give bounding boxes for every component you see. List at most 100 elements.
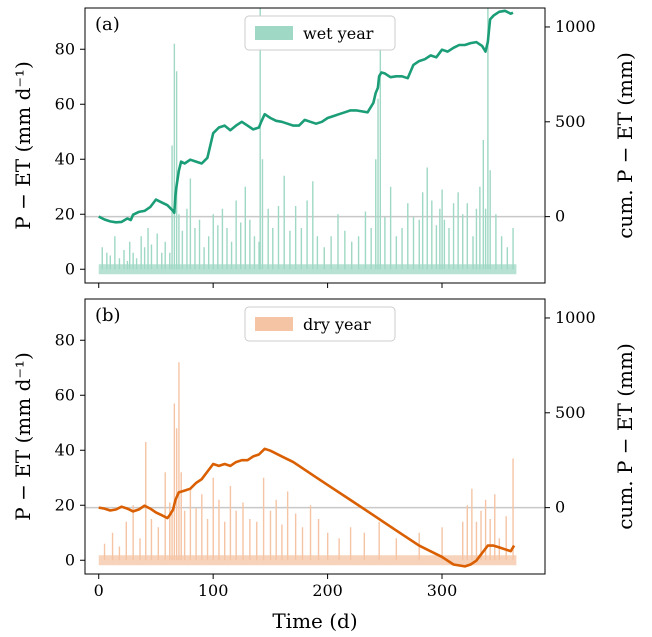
daily-bar: [500, 236, 503, 270]
daily-bar: [294, 513, 297, 561]
y-left-tick-label: 60: [55, 94, 75, 113]
daily-bar: [484, 499, 487, 561]
x-tick-label: 100: [198, 581, 229, 600]
daily-bar: [118, 546, 121, 561]
cumulative-line: [98, 9, 514, 224]
daily-bar: [495, 214, 497, 270]
daily-bar: [452, 203, 455, 270]
daily-bar: [180, 472, 182, 561]
daily-bar: [426, 167, 428, 270]
daily-bar: [195, 508, 197, 561]
daily-bar: [370, 228, 372, 270]
daily-bar: [206, 519, 209, 561]
x-axis-label: Time (d): [272, 609, 357, 633]
legend-box: [244, 306, 396, 342]
daily-bar: [482, 140, 485, 270]
daily-bar: [384, 217, 386, 270]
daily-bar: [466, 203, 468, 270]
daily-bar: [505, 516, 507, 561]
y-right-tick-label: 0: [555, 498, 565, 517]
daily-bar: [389, 186, 392, 270]
daily-bar: [462, 521, 464, 561]
y-left-tick-label: 80: [55, 39, 75, 58]
daily-bar: [326, 532, 329, 561]
daily-bar: [489, 170, 491, 270]
daily-bar: [472, 236, 474, 270]
daily-bar: [111, 532, 114, 561]
daily-bar: [171, 513, 173, 561]
y-right-axis-label: cum. P − ET (mm): [613, 343, 637, 530]
daily-bar: [161, 252, 163, 270]
daily-bar: [157, 527, 160, 561]
daily-bar: [277, 206, 280, 270]
daily-bar: [480, 510, 482, 561]
daily-bar: [337, 214, 339, 270]
daily-bar: [498, 538, 501, 561]
plot-frame: [84, 298, 546, 575]
daily-bar: [183, 510, 186, 561]
y-left-tick-label: 40: [55, 149, 75, 168]
daily-bar: [306, 200, 308, 270]
daily-bar: [330, 236, 332, 270]
daily-bar: [363, 532, 366, 561]
daily-bar: [198, 219, 201, 270]
daily-bar: [441, 527, 443, 561]
x-tick-label: 200: [312, 581, 343, 600]
daily-bar: [171, 145, 173, 270]
daily-bar: [375, 159, 377, 270]
daily-bar: [169, 252, 171, 270]
daily-bar: [242, 502, 244, 561]
daily-bar: [323, 247, 325, 270]
plot-frame: [84, 7, 546, 284]
y-left-tick-label: 80: [55, 330, 75, 349]
daily-bar: [286, 491, 289, 561]
y-left-tick-label: 0: [65, 550, 75, 569]
legend-swatch: [255, 317, 293, 331]
daily-bar: [395, 538, 398, 561]
daily-bar: [123, 250, 125, 270]
daily-bar: [249, 519, 251, 561]
daily-bar: [421, 192, 424, 270]
daily-bar: [301, 527, 304, 561]
daily-bar: [101, 247, 103, 270]
daily-bar: [351, 241, 353, 270]
daily-bar: [272, 228, 274, 270]
daily-baseline-band: [98, 555, 517, 566]
daily-bar: [226, 228, 228, 270]
daily-bar: [512, 458, 514, 561]
y-left-tick-label: 20: [55, 204, 75, 223]
daily-bar: [506, 247, 509, 270]
panel-label: (b): [95, 305, 121, 326]
daily-bar: [412, 217, 415, 270]
daily-bar: [173, 403, 176, 561]
daily-bar: [118, 258, 121, 270]
daily-bar: [240, 222, 242, 270]
y-right-tick-label: 1000: [555, 17, 596, 36]
daily-bar: [281, 524, 283, 561]
daily-bar: [401, 228, 403, 270]
daily-bar: [262, 477, 265, 561]
daily-bar: [357, 236, 360, 270]
legend-box: [244, 15, 396, 51]
y-right-tick-label: 500: [555, 112, 586, 131]
daily-bar: [431, 200, 433, 270]
daily-bar: [309, 505, 312, 561]
daily-bar: [173, 43, 176, 270]
daily-bar: [377, 98, 379, 270]
daily-bar: [235, 200, 237, 270]
daily-bar: [344, 230, 346, 270]
daily-bar: [316, 236, 319, 270]
daily-bar: [253, 236, 256, 270]
daily-bar: [259, 8, 261, 270]
y-left-axis-label: P − ET (mm d⁻¹): [11, 352, 35, 521]
daily-bar: [178, 214, 180, 270]
y-right-tick-label: 1000: [555, 308, 596, 327]
daily-bar: [258, 241, 260, 270]
daily-bar: [494, 494, 496, 561]
daily-bar: [487, 8, 489, 270]
y-right-tick-label: 0: [555, 207, 565, 226]
daily-bar: [150, 244, 153, 270]
daily-bar: [203, 247, 205, 270]
daily-bar: [132, 505, 134, 561]
